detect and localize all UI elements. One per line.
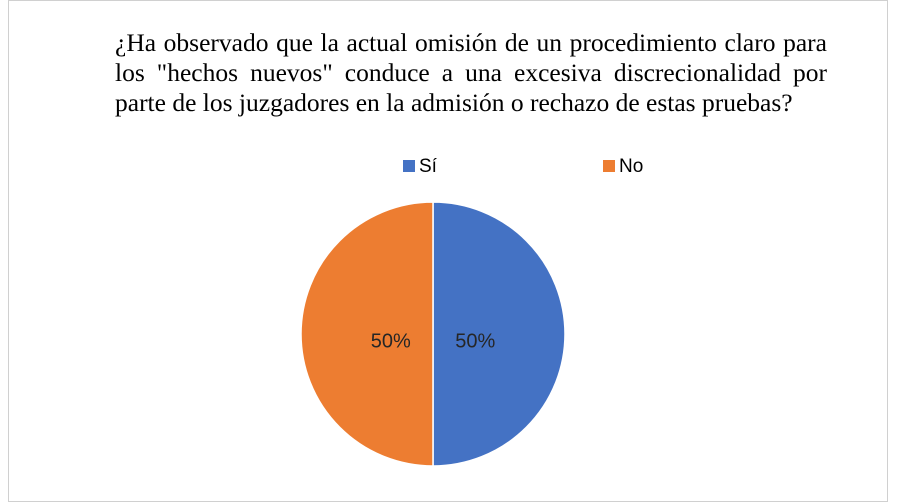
- chart-frame: [8, 0, 888, 502]
- legend-swatch: [603, 160, 615, 172]
- legend-label: No: [619, 156, 643, 177]
- legend-label: Sí: [419, 156, 438, 177]
- pie-slice: [432, 201, 566, 467]
- legend-swatch: [403, 160, 415, 172]
- data-label: 50%: [371, 330, 411, 352]
- data-label: 50%: [455, 330, 495, 352]
- chart-title: ¿Ha observado que la actual omisión de u…: [115, 28, 827, 117]
- pie-slice: [300, 201, 434, 467]
